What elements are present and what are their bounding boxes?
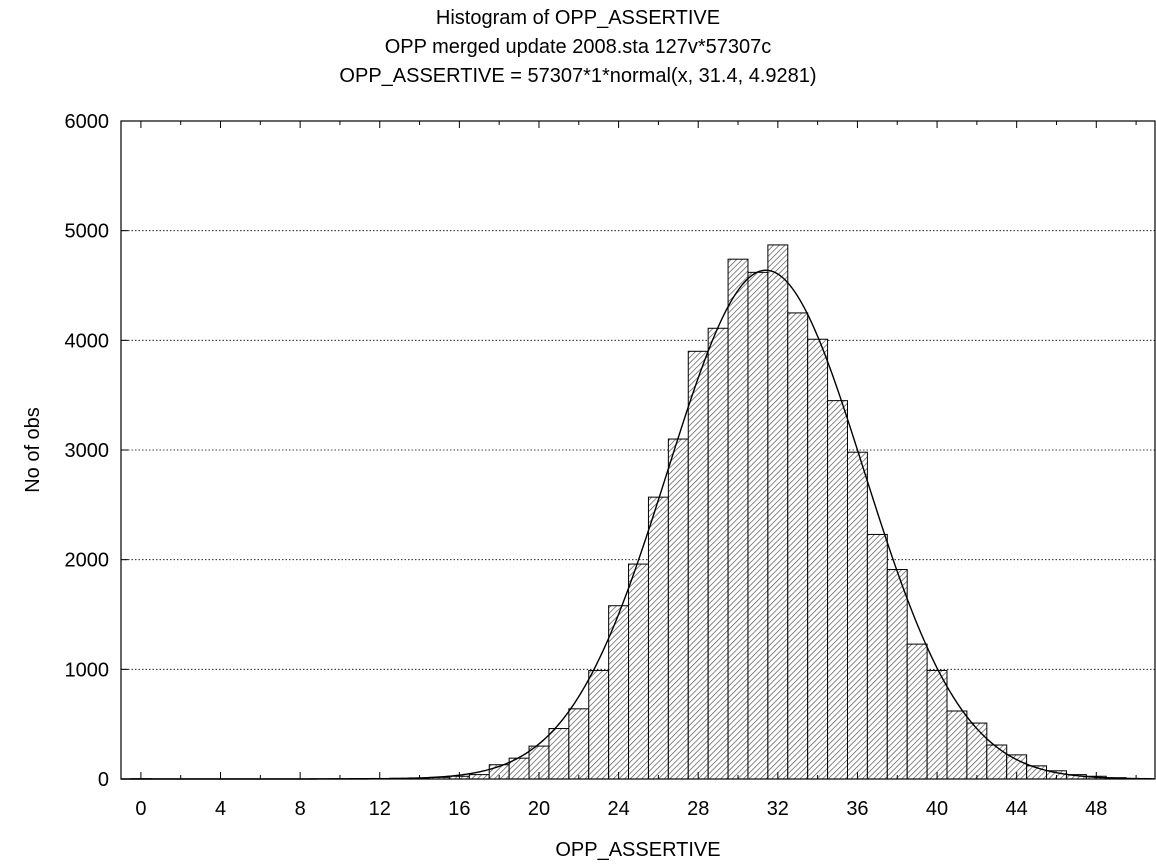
histogram-bar [946,710,968,780]
x-tick-label: 16 [448,798,470,820]
fit-equation: OPP_ASSERTIVE = 57307*1*normal(x, 31.4, … [339,65,816,87]
histogram-bar [707,327,729,780]
histogram-bar [866,533,888,780]
x-tick-label: 44 [1006,798,1028,820]
histogram-bar [846,451,868,780]
histogram-bar [787,312,809,780]
y-tick-label: 2000 [65,550,110,572]
histogram-bar [667,438,689,780]
histogram-bars [130,244,1147,780]
histogram-bar [628,563,649,780]
histogram-bar [647,496,669,780]
y-axis-label: No of obs [22,407,44,493]
x-tick-label: 28 [687,798,709,820]
histogram-bar [568,708,590,780]
y-tick-label: 4000 [65,330,110,352]
x-axis-label: OPP_ASSERTIVE [555,839,720,861]
y-tick-label: 0 [98,769,109,791]
x-tick-labels: 0 4 8 12 16 20 24 28 32 36 40 44 48 [135,798,1107,820]
histogram-bar [687,350,709,780]
y-tick-label: 1000 [65,659,110,681]
chart-title: Histogram of OPP_ASSERTIVE [436,7,720,29]
histogram-bar [886,569,908,780]
x-tick-label: 40 [926,798,948,820]
histogram-bar [548,728,570,780]
axis-ticks [121,120,1137,780]
histogram-bar [727,258,749,780]
histogram-bar [827,400,848,780]
histogram-bar [986,744,1008,780]
chart-subtitle: OPP merged update 2008.sta 127v*57307c [385,36,772,58]
x-tick-label: 12 [369,798,391,820]
y-tick-label: 5000 [65,221,110,243]
y-tick-labels: 0 1000 2000 3000 4000 5000 6000 [65,111,110,791]
histogram-bar [588,669,610,780]
histogram-bar [747,271,769,780]
x-tick-label: 0 [135,798,146,820]
histogram-bar [468,774,490,780]
histogram-bar [906,643,928,780]
x-tick-label: 24 [607,798,629,820]
histogram-bar [767,244,789,780]
y-tick-label: 6000 [65,111,110,133]
grid-lines [121,230,1156,670]
x-tick-label: 32 [767,798,789,820]
x-tick-label: 8 [295,798,306,820]
y-tick-label: 3000 [65,440,110,462]
x-tick-label: 20 [528,798,550,820]
histogram-bar [966,722,988,780]
histogram-bar [807,338,829,780]
histogram-bar [926,669,948,780]
x-tick-label: 48 [1085,798,1107,820]
x-tick-label: 36 [846,798,868,820]
x-tick-label: 4 [215,798,226,820]
